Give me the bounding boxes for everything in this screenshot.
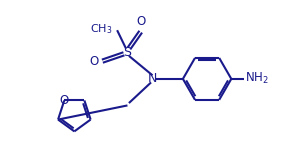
Text: S: S [124, 46, 132, 59]
Text: CH$_3$: CH$_3$ [90, 22, 113, 36]
Text: NH$_2$: NH$_2$ [245, 71, 268, 86]
Text: O: O [60, 94, 69, 107]
Text: O: O [90, 55, 99, 68]
Text: O: O [136, 15, 145, 28]
Text: N: N [148, 72, 157, 85]
